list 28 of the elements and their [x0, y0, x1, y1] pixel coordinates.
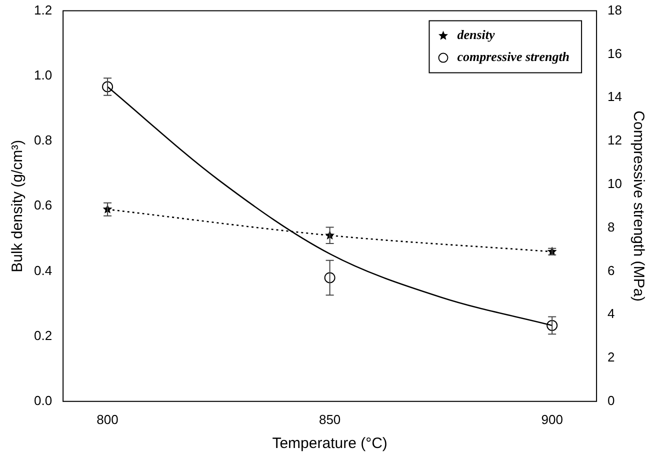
legend-label: compressive strength: [457, 49, 570, 64]
legend-label: density: [457, 27, 496, 42]
point: [546, 320, 558, 331]
x-tick-label: 900: [541, 412, 563, 427]
y-tick-label: 1.2: [34, 2, 52, 18]
y2-tick-label: 8: [608, 219, 615, 234]
y2-tick-label: 14: [608, 89, 622, 104]
y2-tick-label: 0: [608, 392, 615, 408]
y-tick-label: 0.4: [34, 262, 52, 278]
y2-tick-label: 2: [608, 350, 615, 365]
y-tick-label: 0.8: [34, 132, 52, 148]
x-tick-label: 800: [96, 412, 118, 427]
y-tick-label: 0.0: [34, 392, 52, 408]
point: [324, 272, 336, 284]
y2-tick-label: 18: [608, 2, 622, 18]
y2-tick-label: 12: [608, 132, 622, 148]
x-tick-label: 850: [318, 412, 341, 427]
x-axis-title: Temperature (°C): [272, 435, 388, 452]
point: [102, 81, 114, 92]
y2-tick-label: 6: [608, 262, 615, 278]
y-axis-title: Bulk density (g/cm³): [9, 140, 26, 272]
y-tick-label: 0.6: [34, 198, 52, 213]
y2-tick-label: 16: [608, 46, 622, 61]
y2-axis-title: Compressive strength (MPa): [630, 110, 647, 302]
y-tick-label: 0.2: [34, 328, 52, 343]
y-tick-label: 1.0: [34, 67, 52, 82]
y2-tick-label: 4: [608, 306, 615, 322]
y2-tick-label: 10: [608, 176, 622, 191]
